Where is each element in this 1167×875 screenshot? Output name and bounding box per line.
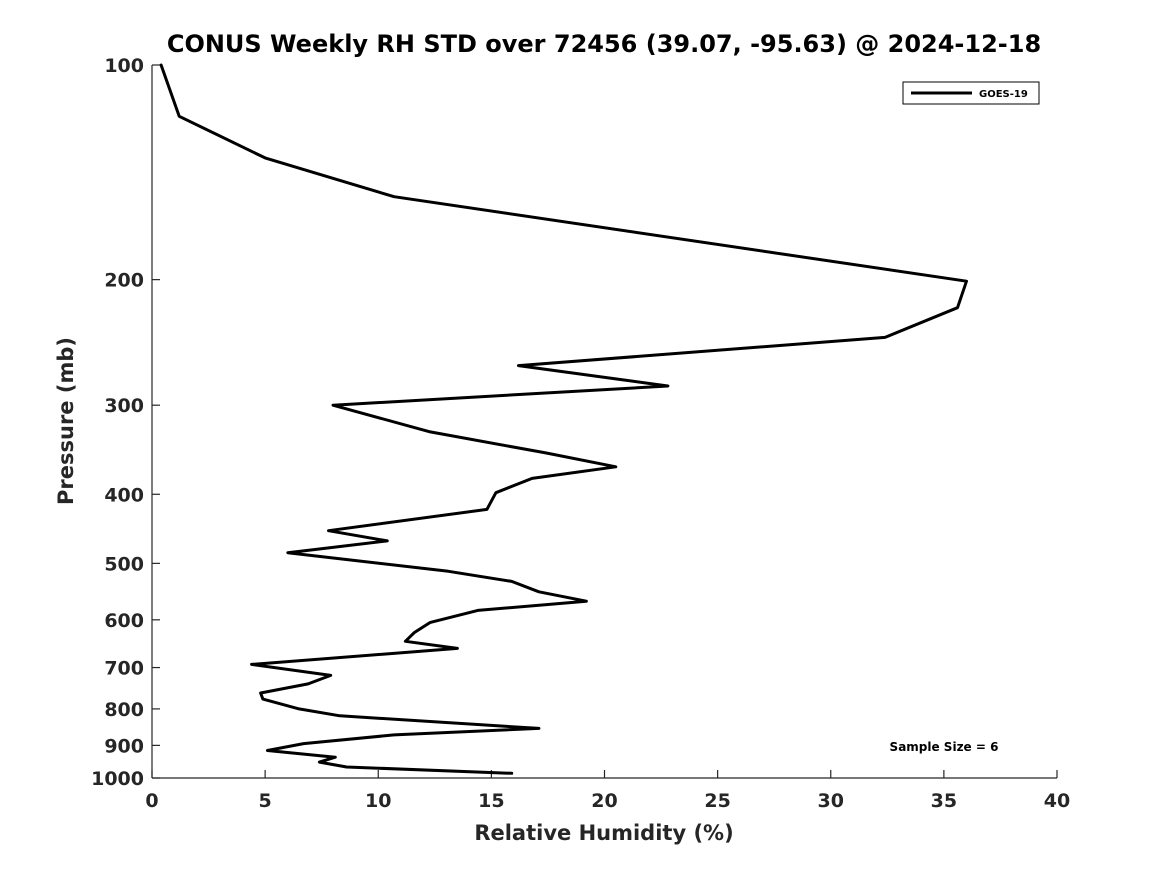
sample-size-annotation: Sample Size = 6	[890, 740, 999, 754]
y-axis-label: Pressure (mb)	[54, 337, 78, 505]
x-ticks: 0 5 10 15 20 25 30 35 40	[145, 770, 1070, 812]
y-tick-label: 400	[104, 484, 144, 506]
y-tick-label: 100	[104, 55, 144, 77]
y-tick-label: 200	[104, 270, 144, 292]
series-line-goes-19	[159, 63, 968, 775]
y-ticks: 100 200 300 400 500 600 700 800 900 1000	[91, 55, 160, 790]
x-tick-label: 5	[259, 790, 272, 812]
x-tick-label: 20	[591, 790, 617, 812]
x-tick-label: 35	[931, 790, 957, 812]
y-tick-label: 800	[104, 699, 144, 721]
y-tick-label: 900	[104, 735, 144, 757]
y-tick-label: 500	[104, 553, 144, 575]
x-tick-label: 15	[478, 790, 504, 812]
x-tick-label: 10	[365, 790, 391, 812]
legend: GOES-19	[902, 81, 1040, 105]
y-tick-label: 700	[104, 658, 144, 680]
y-tick-label: 300	[104, 395, 144, 417]
y-tick-label: 1000	[91, 768, 144, 790]
x-tick-label: 40	[1044, 790, 1070, 812]
x-tick-label: 30	[818, 790, 844, 812]
x-axis-label: Relative Humidity (%)	[474, 821, 733, 845]
y-tick-label: 600	[104, 610, 144, 632]
chart-title: CONUS Weekly RH STD over 72456 (39.07, -…	[167, 30, 1041, 58]
legend-label-goes-19: GOES-19	[979, 89, 1028, 100]
x-tick-label: 25	[704, 790, 730, 812]
x-tick-label: 0	[145, 790, 158, 812]
